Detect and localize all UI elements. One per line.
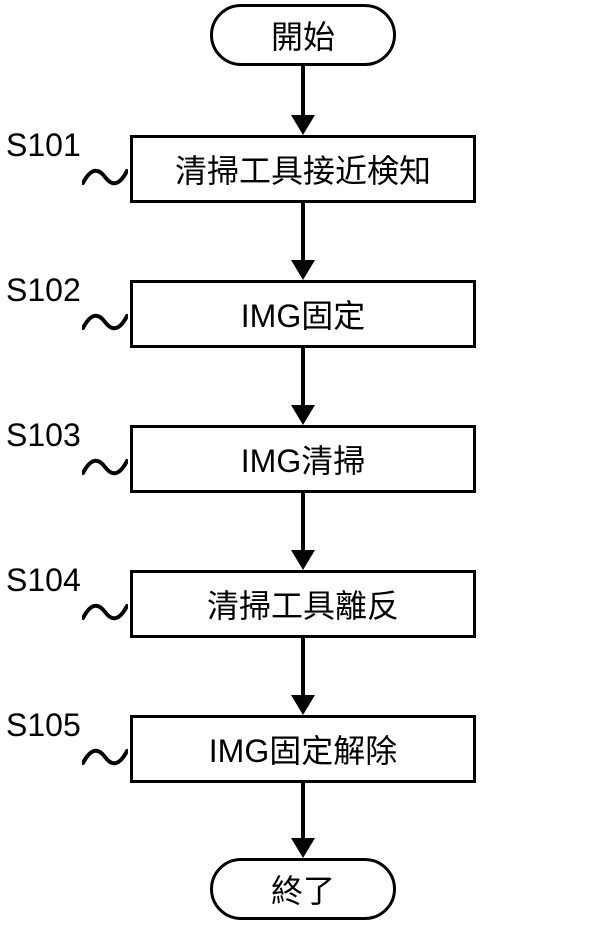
node-label: IMG固定 xyxy=(241,291,365,337)
flow-node-end: 終了 xyxy=(210,858,396,920)
flow-arrow xyxy=(301,638,305,696)
arrow-head-icon xyxy=(291,405,315,425)
tilde-connector-icon xyxy=(82,603,128,621)
node-label: 清掃工具接近検知 xyxy=(175,146,431,192)
node-label: 開始 xyxy=(271,12,335,58)
step-label-text: S101 xyxy=(6,127,81,163)
step-label-s101: S101 xyxy=(6,127,81,164)
flow-node-s104: 清掃工具離反 xyxy=(130,570,476,638)
flow-node-start: 開始 xyxy=(210,4,396,66)
arrow-head-icon xyxy=(291,115,315,135)
step-label-s104: S104 xyxy=(6,562,81,599)
step-label-s105: S105 xyxy=(6,707,81,744)
step-label-text: S104 xyxy=(6,562,81,598)
tilde-connector-icon xyxy=(82,458,128,476)
flow-arrow xyxy=(301,66,305,116)
flow-arrow xyxy=(301,348,305,406)
step-label-s102: S102 xyxy=(6,272,81,309)
flow-node-s101: 清掃工具接近検知 xyxy=(130,135,476,203)
tilde-connector-icon xyxy=(82,168,128,186)
tilde-connector-icon xyxy=(82,313,128,331)
flow-arrow xyxy=(301,203,305,261)
step-label-s103: S103 xyxy=(6,417,81,454)
arrow-head-icon xyxy=(291,550,315,570)
node-label: 清掃工具離反 xyxy=(207,581,399,627)
node-label: IMG固定解除 xyxy=(209,726,397,772)
flow-node-s105: IMG固定解除 xyxy=(130,715,476,783)
arrow-head-icon xyxy=(291,695,315,715)
step-label-text: S102 xyxy=(6,272,81,308)
tilde-connector-icon xyxy=(82,748,128,766)
step-label-text: S103 xyxy=(6,417,81,453)
node-label: IMG清掃 xyxy=(241,436,365,482)
flow-node-s102: IMG固定 xyxy=(130,280,476,348)
flow-arrow xyxy=(301,493,305,551)
arrow-head-icon xyxy=(291,838,315,858)
flow-node-s103: IMG清掃 xyxy=(130,425,476,493)
node-label: 終了 xyxy=(271,866,335,912)
flow-arrow xyxy=(301,783,305,839)
arrow-head-icon xyxy=(291,260,315,280)
step-label-text: S105 xyxy=(6,707,81,743)
